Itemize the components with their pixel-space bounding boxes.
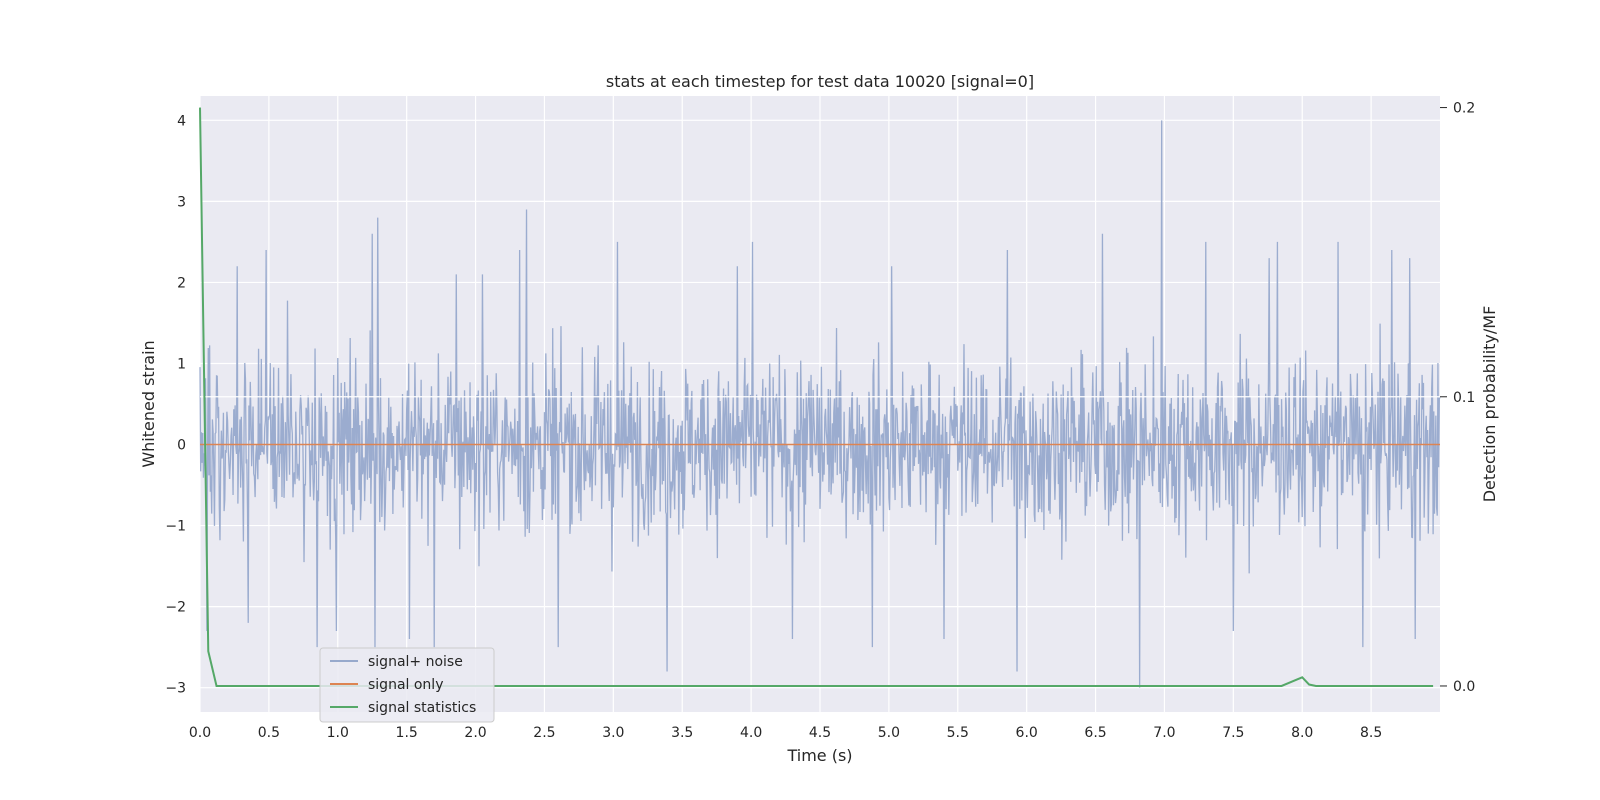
x-axis-label: Time (s) (786, 746, 852, 765)
x-tick-label: 0.5 (258, 725, 280, 741)
x-tick-label: 8.0 (1291, 725, 1313, 741)
legend-label-signal-only: signal only (368, 677, 443, 693)
y-axis-label: Whitened strain (139, 340, 158, 467)
legend: signal+ noise signal only signal statist… (319, 647, 495, 723)
y-tick-label: 2 (177, 275, 186, 291)
legend-label-signal-noise: signal+ noise (368, 654, 463, 670)
x-tick-label: 5.0 (878, 725, 900, 741)
series-signal-noise-line (199, 120, 1441, 688)
y-tick-label: −3 (165, 681, 186, 697)
y-tick-label: 3 (177, 194, 186, 210)
x-tick-label: 4.0 (740, 725, 762, 741)
x-tick-label: 5.5 (947, 725, 969, 741)
series-signal-statistics-line (199, 107, 1434, 687)
x-tick-label: 3.5 (671, 725, 693, 741)
series-layer (199, 107, 1441, 688)
axes: 0.0 0.5 1.0 1.5 2.0 2.5 3.0 3.5 4.0 4.5 5.0 5.5 6.0 6… (165, 101, 1475, 741)
x-tick-label: 8.5 (1360, 725, 1382, 741)
legend-box (319, 647, 495, 723)
x-tick-label: 0.0 (189, 725, 211, 741)
x-tick-label: 7.0 (1153, 725, 1175, 741)
x-tick-label: 1.0 (327, 725, 349, 741)
y2-tick-label: 0.1 (1453, 390, 1475, 406)
y-tick-label: 0 (177, 438, 186, 454)
y2-tick-label: 0.2 (1453, 101, 1475, 117)
x-tick-label: 7.5 (1222, 725, 1244, 741)
chart-title: stats at each timestep for test data 100… (606, 72, 1034, 91)
y2-tick-label: 0.0 (1453, 679, 1475, 695)
y-tick-label: −2 (165, 600, 186, 616)
y-tick-label: 4 (177, 113, 186, 129)
x-tick-label: 2.0 (464, 725, 486, 741)
x-tick-label: 1.5 (396, 725, 418, 741)
y2-axis-label: Detection probability/MF (1480, 306, 1499, 503)
legend-label-signal-statistics: signal statistics (368, 700, 476, 716)
x-tick-label: 6.0 (1016, 725, 1038, 741)
x-tick-label: 3.0 (602, 725, 624, 741)
y-tick-label: −1 (165, 519, 186, 535)
y-tick-label: 1 (177, 356, 186, 372)
x-tick-label: 6.5 (1084, 725, 1106, 741)
x-tick-label: 4.5 (809, 725, 831, 741)
x-tick-label: 2.5 (533, 725, 555, 741)
